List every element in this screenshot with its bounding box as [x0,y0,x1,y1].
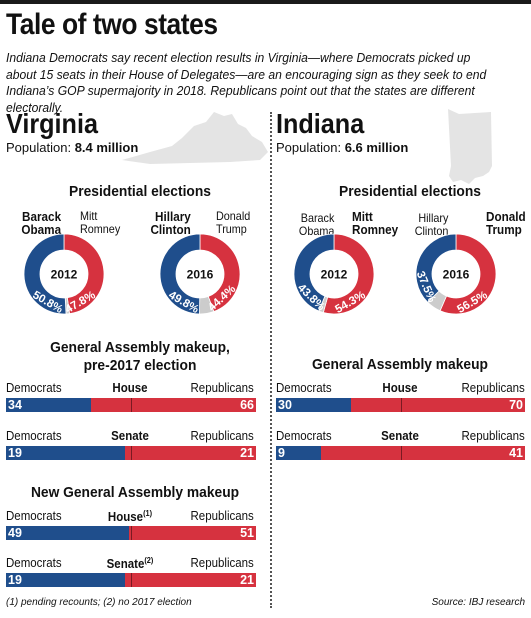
donut-year-label: 2012 [321,268,348,282]
majority-marker [131,398,132,412]
va-new-senate-chamber: Senate(2) [106,556,154,572]
donut-year-label: 2016 [443,268,470,282]
donut-year-label: 2016 [187,268,214,282]
bar-value-republicans: 21 [240,573,254,587]
indiana-assembly-heading: General Assembly makeup [312,356,488,373]
bar-democrats [276,446,321,460]
bar-republicans [351,398,525,412]
intro-text: Indiana Democrats say recent election re… [6,50,487,115]
bar-republicans [129,526,256,540]
virginia-title: Virginia [6,108,98,139]
va-2012-rep-candidate: Mitt Romney [80,209,121,236]
bar-value-democrats: 30 [278,398,292,412]
va-new-senate-rep-label: Republicans [190,556,254,570]
bar-democrats [6,526,129,540]
va-pre-senate-chamber: Senate [111,429,149,443]
donut-slice-democrat [23,233,67,315]
virginia-presidential-heading: Presidential elections [69,183,211,200]
bar-va-pre-senate: 19 21 [6,446,256,460]
bar-democrats [6,398,91,412]
va-new-house-dem-label: Democrats [6,509,62,523]
bar-republicans [125,446,256,460]
donut-slice-democrat [415,233,457,303]
bar-democrats [6,446,125,460]
bar-democrats [6,573,125,587]
donut-slice-republican [439,233,497,315]
va-new-senate-dem-label: Democrats [6,556,62,570]
bar-value-republicans: 66 [240,398,254,412]
donut-slice-republican [322,233,375,315]
bar-value-republicans: 70 [509,398,523,412]
footnote: (1) pending recounts; (2) no 2017 electi… [6,597,192,608]
majority-marker [131,446,132,460]
indiana-map-icon [448,109,492,184]
bar-value-democrats: 34 [8,398,22,412]
donut-slice-republican [63,233,105,315]
majority-marker [401,398,402,412]
in-senate-chamber: Senate [381,429,419,443]
bar-in-house: 30 70 [276,398,525,412]
va-2016-dem-candidate: Hillary Clinton [150,209,191,237]
virginia-assembly-heading: General Assembly makeup, pre-2017 electio… [50,339,230,374]
in-house-rep-label: Republicans [461,381,525,395]
indiana-title: Indiana [276,108,365,139]
bar-republicans [91,398,256,412]
bar-democrats [276,398,351,412]
bar-republicans [125,573,256,587]
in-2016-rep-candidate: Donald Trump [486,209,526,237]
va-pre-house-chamber: House [112,381,148,395]
bar-value-republicans: 21 [240,446,254,460]
bar-va-new-senate: 19 21 [6,573,256,587]
in-house-dem-label: Democrats [276,381,332,395]
bar-va-new-house: 49 51 [6,526,256,540]
virginia-population: Population: 8.4 million [6,140,139,155]
va-pre-house-rep-label: Republicans [190,381,254,395]
page-title: Tale of two states [6,8,218,41]
bar-value-democrats: 49 [8,526,22,540]
bar-in-senate: 9 41 [276,446,525,460]
source-credit: Source: IBJ research [431,597,525,608]
in-2016-dem-candidate: Hillary Clinton [414,211,448,238]
donut-slice-democrat [159,233,201,315]
va-2016-rep-candidate: Donald Trump [216,209,251,236]
donut-slice-democrat [293,233,335,312]
virginia-new-assembly-heading: New General Assembly makeup [30,484,240,501]
va-pre-senate-dem-label: Democrats [6,429,62,443]
column-divider [270,112,272,608]
indiana-population: Population: 6.6 million [276,140,409,155]
donut-slice-republican [199,233,241,313]
virginia-map-icon [122,112,268,164]
indiana-presidential-heading: Presidential elections [339,183,481,200]
va-pre-house-dem-label: Democrats [6,381,62,395]
va-2012-dem-candidate: Barack Obama [21,209,61,237]
in-2012-dem-candidate: Barack Obama [298,211,334,238]
in-senate-dem-label: Democrats [276,429,332,443]
majority-marker [131,573,132,587]
bar-va-pre-house: 34 66 [6,398,256,412]
bar-value-democrats: 19 [8,446,22,460]
bar-value-republicans: 41 [509,446,523,460]
bar-value-democrats: 19 [8,573,22,587]
in-house-chamber: House [382,381,418,395]
va-new-house-chamber: House(1) [107,509,153,525]
majority-marker [401,446,402,460]
donut-year-label: 2012 [51,268,78,282]
majority-marker [131,526,132,540]
bar-value-republicans: 51 [240,526,254,540]
bar-republicans [321,446,525,460]
va-new-house-rep-label: Republicans [190,509,254,523]
bar-value-democrats: 9 [278,446,285,460]
in-2012-rep-candidate: Mitt Romney [352,209,399,237]
top-rule [0,0,531,4]
in-senate-rep-label: Republicans [461,429,525,443]
va-pre-senate-rep-label: Republicans [190,429,254,443]
